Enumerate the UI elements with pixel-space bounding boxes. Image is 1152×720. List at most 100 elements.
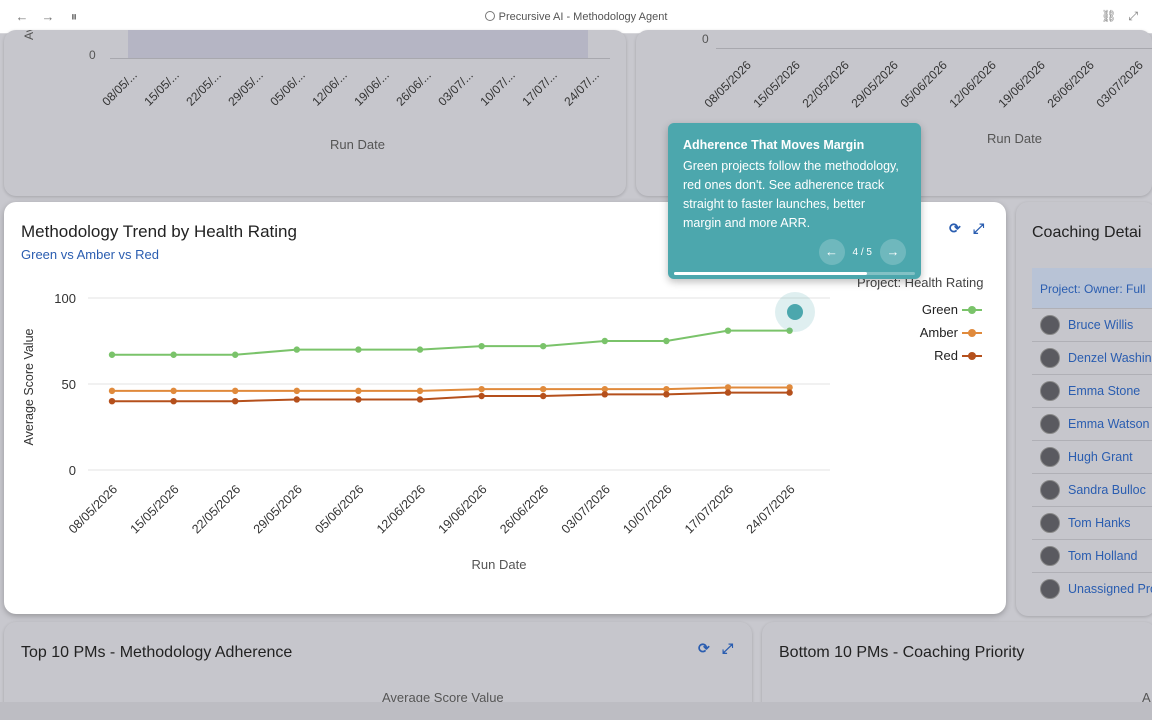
top-pms-title: Top 10 PMs - Methodology Adherence (21, 644, 293, 661)
x-tick-label: 29/05/2026 (251, 482, 305, 536)
bottom-pms-title: Bottom 10 PMs - Coaching Priority (779, 644, 1025, 661)
data-point-red (108, 398, 116, 405)
coaching-title: Coaching Detai (1032, 224, 1142, 241)
browser-actions: ⛓ ⤢ (1101, 9, 1138, 24)
tour-beacon[interactable] (775, 292, 815, 332)
owner-name-link[interactable]: Tom Holland (1068, 548, 1138, 563)
data-point-green (478, 342, 485, 350)
tooltip-step: 4 / 5 (852, 246, 872, 258)
coaching-row[interactable]: Sandra Bulloc (1032, 473, 1152, 505)
trend-line-chart: 0 50 100 Average Score Value 08/05/2026 15/05… (22, 291, 830, 572)
legend-swatch (962, 306, 982, 314)
expand-icon[interactable]: ⤢ (722, 640, 734, 656)
data-point-red (355, 396, 362, 403)
tooltip-title: Adherence That Moves Margin (683, 138, 865, 152)
owner-name-link[interactable]: Bruce Willis (1068, 317, 1134, 332)
legend-label[interactable]: Red (934, 348, 958, 363)
owner-name-link[interactable]: Denzel Washin (1068, 350, 1152, 365)
data-point-red (478, 392, 485, 400)
y-tick-label: 0 (69, 463, 76, 478)
avatar (1040, 314, 1060, 335)
browser-toolbar: ← → ⏸ Precursive AI - Methodology Agent … (0, 0, 1152, 34)
owner-name-link[interactable]: Sandra Bulloc (1068, 482, 1146, 497)
owner-column-header[interactable]: Project: Owner: Full (1032, 268, 1152, 308)
data-point-red (663, 391, 670, 398)
owner-name-link[interactable]: Emma Stone (1068, 383, 1141, 398)
y-axis-label: Average Score Value (22, 328, 36, 445)
owner-name-link[interactable]: Hugh Grant (1068, 449, 1133, 464)
x-axis-label: Run Date (330, 137, 385, 152)
x-tick-label: 26/06/2026 (497, 482, 551, 536)
series-line-green (112, 329, 790, 356)
owner-name-link[interactable]: Emma Watson (1068, 416, 1150, 431)
tooltip-body: Green projects follow the methodology, r… (683, 159, 899, 230)
data-point-green (293, 346, 300, 353)
avatar (1040, 413, 1060, 434)
data-point-red (293, 396, 300, 403)
data-point-red (416, 396, 424, 403)
coaching-row[interactable]: Emma Stone (1032, 374, 1152, 406)
x-tick-label: 05/06/2026 (312, 482, 366, 536)
data-point-amber (478, 385, 485, 393)
x-tick-label: 10/07/2026 (620, 482, 674, 536)
tooltip-progress-track (674, 272, 915, 275)
window-title-text: Precursive AI - Methodology Agent (498, 11, 668, 23)
data-point-green (786, 327, 793, 334)
series-line-red (112, 391, 790, 403)
data-point-green (663, 337, 670, 345)
avatar (1040, 545, 1060, 566)
y-tick-zero: 0 (89, 48, 96, 62)
data-point-green (540, 342, 547, 350)
axis-label: A (1142, 690, 1151, 705)
expand-icon[interactable]: ⤢ (973, 220, 985, 236)
owner-name-link[interactable]: Tom Hanks (1068, 515, 1131, 530)
data-point-amber (724, 384, 732, 391)
coaching-row[interactable]: Tom Holland (1032, 539, 1152, 571)
data-point-amber (355, 387, 362, 395)
x-tick-label: 22/05/2026 (189, 482, 243, 536)
back-icon[interactable]: ← (15, 9, 29, 24)
x-tick-label: 03/07/2026 (559, 482, 613, 536)
forward-icon[interactable]: → (41, 9, 55, 24)
tour-tooltip: Adherence That Moves Margin Green projec… (668, 123, 921, 279)
pause-icon[interactable]: ⏸ (70, 9, 78, 24)
x-tick-label: 17/07/2026 (682, 482, 736, 536)
coaching-row[interactable]: Emma Watson (1032, 407, 1152, 439)
data-point-amber (293, 387, 300, 395)
app-logo-icon (484, 11, 495, 21)
coaching-row[interactable]: Unassigned Project (1032, 572, 1152, 604)
data-point-green (170, 351, 177, 358)
data-point-green (108, 351, 116, 358)
data-point-amber (108, 387, 116, 395)
series-line-amber (112, 386, 790, 392)
y-tick-label: 100 (54, 291, 76, 306)
tooltip-prev-button[interactable]: ← (818, 239, 845, 265)
coaching-row[interactable]: Denzel Washin (1032, 341, 1152, 373)
data-point-green (601, 337, 608, 345)
x-axis-label: Run Date (987, 131, 1042, 146)
avatar (1040, 479, 1060, 500)
tooltip-next-button[interactable]: → (880, 239, 906, 265)
browser-nav: ← → ⏸ (14, 9, 82, 25)
fullscreen-icon[interactable]: ⤢ (1128, 9, 1138, 23)
x-axis-label: Run Date (472, 557, 527, 572)
refresh-icon[interactable]: ⟳ (949, 220, 961, 236)
avatar (1040, 512, 1060, 533)
coaching-row[interactable]: Hugh Grant (1032, 440, 1152, 472)
coaching-row[interactable]: Tom Hanks (1032, 506, 1152, 538)
data-point-green (232, 351, 239, 358)
avatar (1040, 347, 1060, 368)
avatar (1040, 380, 1060, 401)
legend-label[interactable]: Green (921, 302, 958, 317)
card-title: Methodology Trend by Health Rating (21, 222, 297, 241)
legend-label[interactable]: Amber (919, 325, 958, 340)
data-point-amber (170, 387, 177, 395)
owner-name-link[interactable]: Unassigned Project (1068, 581, 1152, 596)
data-point-amber (232, 387, 239, 395)
link-icon[interactable]: ⛓ (1101, 9, 1117, 23)
coaching-row[interactable]: Bruce Willis (1032, 308, 1152, 340)
refresh-icon[interactable]: ⟳ (698, 640, 710, 656)
tooltip-nav: ← 4 / 5 → (818, 239, 906, 265)
card-subtitle: Green vs Amber vs Red (21, 247, 159, 262)
y-tick-label: 50 (62, 377, 76, 392)
